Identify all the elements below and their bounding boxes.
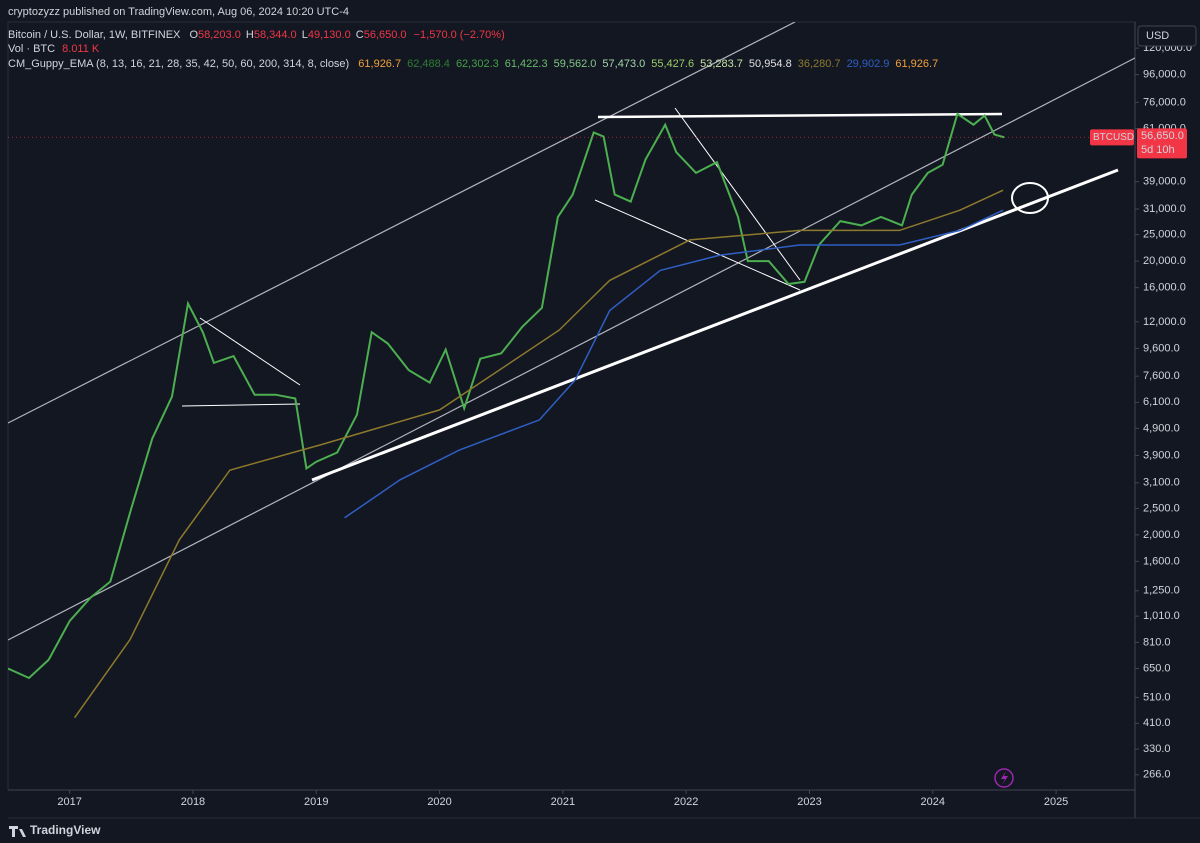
y-tick-label: 16,000.0 xyxy=(1143,282,1186,294)
indicator-value: 55,427.6 xyxy=(651,58,694,70)
x-tick-label: 2025 xyxy=(1044,796,1068,808)
legend-indicator: CM_Guppy_EMA (8, 13, 16, 21, 28, 35, 42,… xyxy=(8,58,938,70)
symbol-box xyxy=(1090,129,1134,146)
publisher: cryptozyzz published on TradingView.com,… xyxy=(8,6,349,18)
legend-symbol: Bitcoin / U.S. Dollar, 1W, BITFINEX O58,… xyxy=(8,29,505,41)
price-line xyxy=(344,209,1004,519)
indicator-value: 62,488.4 xyxy=(407,58,450,70)
indicator-value: 61,422.3 xyxy=(505,58,548,70)
indicator-value: 62,302.3 xyxy=(456,58,499,70)
volume-label: Vol · BTC xyxy=(8,43,55,55)
currency: USD xyxy=(1146,30,1169,42)
y-tick-label: 4,900.0 xyxy=(1143,422,1180,434)
indicator-value: 53,283.7 xyxy=(700,58,743,70)
price-box xyxy=(1137,128,1187,159)
y-tick-label: 39,000.0 xyxy=(1143,176,1186,188)
trend-line xyxy=(594,199,801,291)
y-tick-label: 1,600.0 xyxy=(1143,555,1180,567)
ohlc-label: O xyxy=(189,29,198,41)
channel-line xyxy=(8,22,796,424)
last-price: 56,650.0 xyxy=(1141,130,1184,142)
indicator-value: 61,926.7 xyxy=(358,58,401,70)
change: −1,570.0 (−2.70%) xyxy=(414,29,505,41)
resistance-line xyxy=(597,112,1003,119)
y-tick-label: 3,900.0 xyxy=(1143,449,1180,461)
x-tick-label: 2017 xyxy=(57,796,81,808)
y-tick-label: 96,000.0 xyxy=(1143,69,1186,81)
y-tick-label: 1,010.0 xyxy=(1143,610,1180,622)
ohlc-value: 56,650.0 xyxy=(364,29,407,41)
y-tick-label: 20,000.0 xyxy=(1143,255,1186,267)
ohlc-value: 58,203.0 xyxy=(198,29,241,41)
event-bolt xyxy=(1001,771,1008,785)
channel-line xyxy=(8,57,1135,641)
indicator-value: 50,954.8 xyxy=(749,58,792,70)
y-tick-label: 2,500.0 xyxy=(1143,502,1180,514)
y-tick-label: 1,250.0 xyxy=(1143,585,1180,597)
event-icon[interactable] xyxy=(994,768,1014,788)
x-tick-label: 2018 xyxy=(181,796,205,808)
x-tick-label: 2024 xyxy=(921,796,945,808)
highlight-circle xyxy=(1011,182,1049,214)
ohlc-value: 49,130.0 xyxy=(308,29,351,41)
ohlc-label: L xyxy=(302,29,308,41)
indicator-value: 36,280.7 xyxy=(798,58,841,70)
y-tick-label: 410.0 xyxy=(1143,717,1171,729)
ohlc-label: C xyxy=(356,29,364,41)
x-tick-label: 2021 xyxy=(551,796,575,808)
price-line xyxy=(73,189,1004,719)
y-tick-label: 9,600.0 xyxy=(1143,342,1180,354)
y-tick-label: 7,600.0 xyxy=(1143,370,1180,382)
y-tick-label: 3,100.0 xyxy=(1143,477,1180,489)
y-tick-label: 2,000.0 xyxy=(1143,529,1180,541)
trend-line xyxy=(181,403,301,407)
y-tick-label: 650.0 xyxy=(1143,662,1171,674)
brand-logo xyxy=(9,826,26,837)
x-tick-label: 2019 xyxy=(304,796,328,808)
y-tick-label: 31,000.0 xyxy=(1143,203,1186,215)
x-tick-label: 2020 xyxy=(427,796,451,808)
ohlc-label: H xyxy=(246,29,254,41)
y-tick-label: 330.0 xyxy=(1143,743,1171,755)
countdown: 5d 10h xyxy=(1141,144,1175,156)
y-tick-label: 810.0 xyxy=(1143,636,1171,648)
indicator-value: 57,473.0 xyxy=(602,58,645,70)
symbol-label: BTCUSD xyxy=(1093,132,1134,143)
y-tick-label: 266.0 xyxy=(1143,769,1171,781)
x-tick-label: 2022 xyxy=(674,796,698,808)
legend-volume: Vol · BTC 8.011 K xyxy=(8,43,100,55)
y-tick-label: 25,000.0 xyxy=(1143,228,1186,240)
y-tick-label: 6,100.0 xyxy=(1143,396,1180,408)
indicator: CM_Guppy_EMA (8, 13, 16, 21, 28, 35, 42,… xyxy=(8,58,349,70)
volume-value: 8.011 K xyxy=(62,43,100,55)
trend-line xyxy=(199,317,301,386)
indicator-value: 29,902.9 xyxy=(847,58,890,70)
y-axis: 266.0 330.0 410.0 510.0 650.0 810.0 1,010.0 1,2… xyxy=(57,42,1192,808)
indicator-value: 59,562.0 xyxy=(554,58,597,70)
plot xyxy=(8,22,1135,719)
price-line xyxy=(8,112,1005,680)
x-tick-label: 2023 xyxy=(797,796,821,808)
currency-box[interactable] xyxy=(1137,25,1197,47)
trend-line xyxy=(674,107,801,281)
support-line xyxy=(311,168,1119,482)
y-tick-label: 12,000.0 xyxy=(1143,316,1186,328)
brand: TradingView xyxy=(30,823,101,837)
ohlc-value: 58,344.0 xyxy=(254,29,297,41)
symbol: Bitcoin / U.S. Dollar, 1W, BITFINEX xyxy=(8,29,181,41)
indicator-value: 61,926.7 xyxy=(895,58,938,70)
y-tick-label: 76,000.0 xyxy=(1143,96,1186,108)
y-tick-label: 510.0 xyxy=(1143,691,1171,703)
